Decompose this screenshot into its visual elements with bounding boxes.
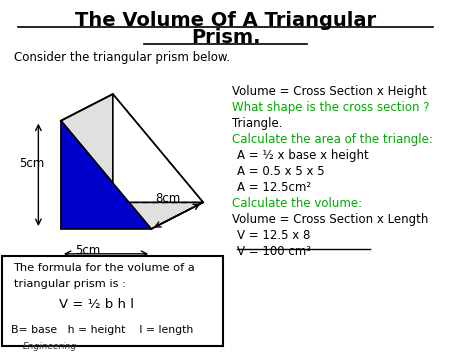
Text: A = ½ x base x height: A = ½ x base x height <box>237 149 369 162</box>
Text: A = 0.5 x 5 x 5: A = 0.5 x 5 x 5 <box>237 165 325 178</box>
Text: A = 12.5cm²: A = 12.5cm² <box>237 181 311 194</box>
Polygon shape <box>61 94 203 229</box>
Text: The Volume Of A Triangular: The Volume Of A Triangular <box>75 11 376 30</box>
Text: Engineering: Engineering <box>23 342 77 351</box>
Text: Volume = Cross Section x Height: Volume = Cross Section x Height <box>232 85 427 98</box>
Polygon shape <box>61 121 151 229</box>
Text: triangular prism is :: triangular prism is : <box>14 279 126 289</box>
Text: 5cm: 5cm <box>75 244 100 257</box>
Text: What shape is the cross section ?: What shape is the cross section ? <box>232 101 430 114</box>
Text: V = ½ b h l: V = ½ b h l <box>59 298 134 311</box>
Text: 8cm: 8cm <box>155 192 181 205</box>
Text: Triangle.: Triangle. <box>232 117 283 130</box>
Text: Calculate the volume:: Calculate the volume: <box>232 197 363 210</box>
Text: V = 12.5 x 8: V = 12.5 x 8 <box>237 229 310 242</box>
Text: The formula for the volume of a: The formula for the volume of a <box>14 263 195 273</box>
Text: Volume = Cross Section x Length: Volume = Cross Section x Length <box>232 213 429 226</box>
Text: B= base   h = height    l = length: B= base h = height l = length <box>11 326 193 335</box>
Text: Calculate the area of the triangle:: Calculate the area of the triangle: <box>232 133 433 146</box>
FancyBboxPatch shape <box>2 256 223 346</box>
Text: Consider the triangular prism below.: Consider the triangular prism below. <box>14 51 230 65</box>
Text: V = 100 cm³: V = 100 cm³ <box>237 245 311 258</box>
Text: 5cm: 5cm <box>19 157 44 170</box>
Text: Prism.: Prism. <box>191 28 260 48</box>
Polygon shape <box>113 94 203 202</box>
